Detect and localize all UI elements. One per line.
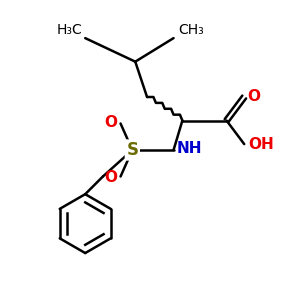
Text: O: O <box>105 115 118 130</box>
Text: NH: NH <box>176 141 202 156</box>
Text: S: S <box>126 141 138 159</box>
Text: OH: OH <box>249 136 274 152</box>
Text: O: O <box>247 89 260 104</box>
Text: O: O <box>105 170 118 185</box>
Text: H₃C: H₃C <box>56 22 82 37</box>
Text: CH₃: CH₃ <box>178 22 204 37</box>
